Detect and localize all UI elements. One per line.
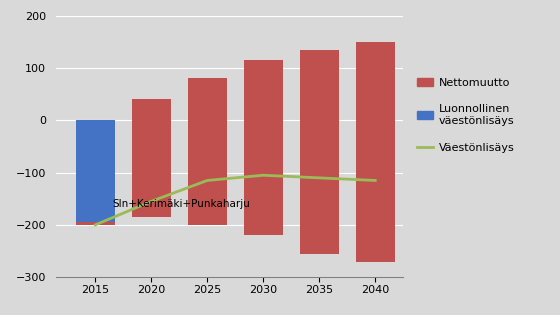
Bar: [76, 222, 115, 225]
Bar: [132, 120, 171, 217]
Legend: Nettomuutto, Luonnollinen
väestönlisäys, Väestönlisäys: Nettomuutto, Luonnollinen väestönlisäys,…: [412, 73, 519, 157]
Bar: [132, 100, 171, 217]
Bar: [300, 120, 339, 254]
Bar: [244, 60, 283, 235]
Bar: [244, 120, 283, 235]
Text: Sln+Kerimäki+Punkaharju: Sln+Kerimäki+Punkaharju: [112, 199, 250, 209]
Bar: [300, 50, 339, 254]
Bar: [76, 120, 115, 225]
Bar: [356, 42, 395, 261]
Bar: [188, 78, 227, 225]
Bar: [356, 120, 395, 261]
Bar: [188, 120, 227, 225]
